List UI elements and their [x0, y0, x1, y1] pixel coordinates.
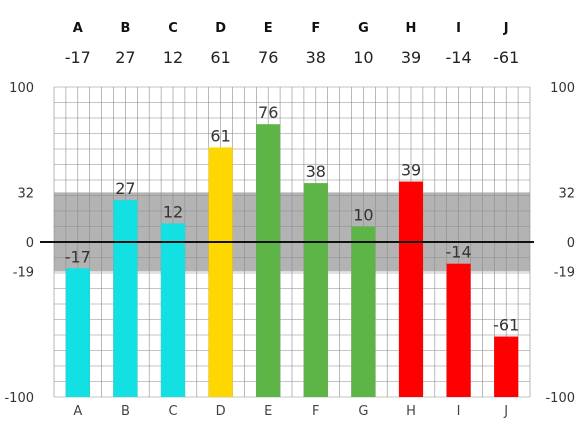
bar-c: [161, 223, 185, 397]
header-category-j: J: [503, 21, 509, 36]
header-value-d: 61: [210, 48, 230, 67]
header-value-c: 12: [163, 48, 183, 67]
data-label-g: 10: [353, 206, 373, 225]
x-tick-f: F: [312, 404, 319, 419]
y-tick-right: -100: [545, 391, 575, 406]
x-tick-j: J: [503, 404, 508, 419]
header-category-g: G: [358, 21, 369, 36]
bar-h: [399, 181, 423, 397]
bar-e: [256, 124, 281, 397]
x-tick-d: D: [216, 404, 226, 419]
y-tick-right: -19: [554, 265, 575, 280]
data-label-j: -61: [493, 316, 519, 335]
header-value-i: -14: [446, 48, 472, 67]
data-label-d: 61: [210, 126, 230, 145]
bar-g: [351, 226, 376, 397]
x-tick-b: B: [121, 404, 130, 419]
y-tick-left: 32: [17, 186, 34, 201]
bar-i: [446, 263, 471, 397]
header-value-a: -17: [65, 48, 91, 67]
bar-d: [208, 147, 233, 397]
x-tick-e: E: [264, 404, 272, 419]
data-label-i: -14: [446, 243, 472, 262]
x-tick-g: G: [358, 404, 368, 419]
header-category-d: D: [215, 21, 226, 36]
data-label-h: 39: [401, 161, 421, 180]
header-value-e: 76: [258, 48, 278, 67]
header-value-g: 10: [353, 48, 373, 67]
bar-b: [113, 200, 138, 397]
y-tick-right: 0: [567, 236, 575, 251]
header-value-j: -61: [493, 48, 519, 67]
bar-f: [303, 183, 328, 397]
header-value-h: 39: [401, 48, 421, 67]
y-tick-right: 32: [558, 186, 575, 201]
x-tick-i: I: [457, 404, 461, 419]
x-tick-c: C: [168, 404, 177, 419]
bar-j: [494, 336, 519, 397]
header-value-b: 27: [115, 48, 135, 67]
header-category-a: A: [73, 21, 83, 36]
header-value-f: 38: [306, 48, 326, 67]
header-category-c: C: [168, 21, 178, 36]
y-tick-right: 100: [550, 81, 575, 96]
data-label-c: 12: [163, 202, 183, 221]
y-tick-left: -100: [4, 391, 34, 406]
data-label-e: 76: [258, 103, 278, 122]
data-label-a: -17: [65, 247, 91, 266]
data-label-f: 38: [306, 162, 326, 181]
header-category-f: F: [311, 21, 320, 36]
header-category-e: E: [264, 21, 273, 36]
bar-a: [65, 268, 90, 397]
header-category-i: I: [456, 21, 461, 36]
y-tick-left: 100: [9, 81, 34, 96]
data-label-b: 27: [115, 179, 135, 198]
x-tick-h: H: [406, 404, 416, 419]
header-category-h: H: [406, 21, 417, 36]
y-tick-left: 0: [26, 236, 34, 251]
x-tick-a: A: [73, 404, 82, 419]
y-tick-left: -19: [13, 265, 34, 280]
header-category-b: B: [120, 21, 130, 36]
